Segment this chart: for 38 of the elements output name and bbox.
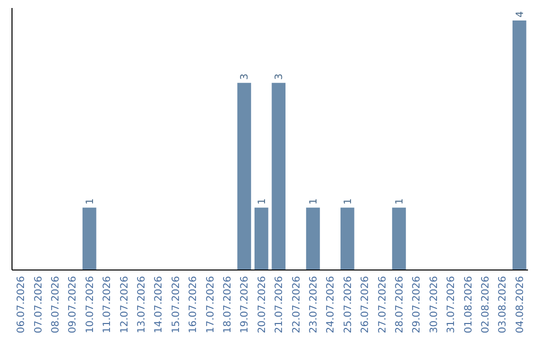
x-tick-label: 17.07.2026 (205, 276, 216, 334)
x-tick-label: 28.07.2026 (394, 276, 406, 334)
x-tick-label: 13.07.2026 (136, 276, 148, 334)
x-tick-label: 12.07.2026 (119, 276, 130, 334)
x-tick-label: 26.07.2026 (360, 276, 372, 334)
data-label: 1 (342, 198, 354, 205)
x-tick-label: 15.07.2026 (170, 276, 182, 334)
x-tick-label: 21.07.2026 (274, 276, 286, 334)
data-label: 1 (256, 198, 268, 205)
x-tick-label: 10.07.2026 (84, 276, 96, 334)
x-tick-label: 29.07.2026 (412, 276, 423, 334)
x-tick-label: 19.07.2026 (240, 276, 251, 334)
x-tick-label: 01.08.2026 (463, 276, 474, 334)
x-tick-label: 16.07.2026 (188, 276, 200, 334)
data-label: 1 (308, 198, 320, 205)
data-label: 1 (84, 198, 96, 205)
x-tick-label: 22.07.2026 (291, 276, 302, 334)
x-tick-label: 30.07.2026 (428, 276, 440, 334)
data-label: 3 (240, 73, 251, 80)
x-tick-label: 03.08.2026 (498, 276, 509, 334)
x-tick-label: 14.07.2026 (154, 276, 165, 334)
data-label: 1 (394, 198, 406, 205)
x-tick-label: 25.07.2026 (342, 276, 354, 334)
x-tick-label: 20.07.2026 (256, 276, 268, 334)
x-tick-label: 23.07.2026 (308, 276, 320, 334)
data-label: 4 (514, 11, 526, 18)
x-tick-label: 31.07.2026 (446, 276, 458, 334)
x-tick-label: 08.07.2026 (50, 276, 62, 334)
x-tick-label: 07.07.2026 (33, 276, 44, 334)
x-tick-label: 18.07.2026 (222, 276, 234, 334)
x-tick-label: 02.08.2026 (480, 276, 492, 334)
x-tick-label: 24.07.2026 (326, 276, 337, 334)
x-tick-label: 11.07.2026 (102, 276, 114, 334)
x-tick-label: 27.07.2026 (377, 276, 388, 334)
x-tick-label: 06.07.2026 (16, 276, 28, 334)
data-label: 3 (274, 73, 286, 80)
x-tick-label: 04.08.2026 (514, 276, 526, 334)
x-tick-label: 09.07.2026 (68, 276, 79, 334)
